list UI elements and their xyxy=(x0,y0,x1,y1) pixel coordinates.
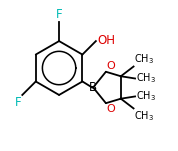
Text: B: B xyxy=(89,81,97,94)
Text: O: O xyxy=(107,104,115,114)
Text: O: O xyxy=(107,61,115,71)
Text: CH$_3$: CH$_3$ xyxy=(134,109,154,123)
Text: OH: OH xyxy=(97,34,115,47)
Text: CH$_3$: CH$_3$ xyxy=(136,90,156,103)
Text: F: F xyxy=(15,96,22,109)
Text: CH$_3$: CH$_3$ xyxy=(136,72,156,85)
Text: F: F xyxy=(56,8,62,21)
Text: CH$_3$: CH$_3$ xyxy=(134,52,154,66)
